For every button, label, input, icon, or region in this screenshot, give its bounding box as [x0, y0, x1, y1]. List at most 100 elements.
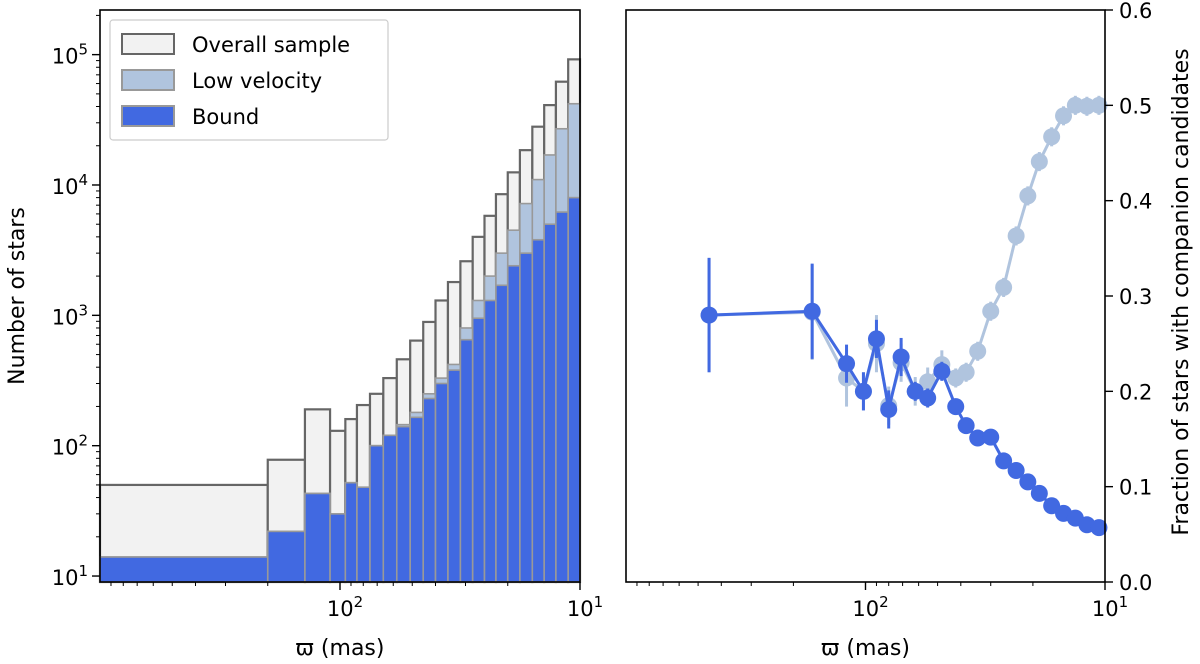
- fraction-point-low: [1055, 107, 1073, 125]
- fraction-point-low: [995, 278, 1013, 296]
- fraction-y-tick-label: 0.2: [1119, 380, 1152, 404]
- legend-swatch-low: [121, 69, 175, 91]
- histogram-legend: Overall sample Low velocity Bound: [109, 19, 389, 141]
- fraction-panel: 102 101 0.00.10.20.30.40.50.6 ϖ (mas) Fra…: [625, 0, 1194, 661]
- fraction-point-bound: [957, 417, 975, 435]
- fraction-series: [700, 95, 1108, 537]
- fraction-point-bound: [906, 382, 924, 400]
- histogram-y-axis-label: Number of stars: [5, 207, 30, 385]
- fraction-point-bound: [880, 400, 898, 418]
- histogram-y-tick-label-exponent: 3: [78, 301, 88, 319]
- fraction-y-tick-label: 0.4: [1119, 190, 1152, 214]
- fraction-point-bound: [838, 355, 856, 373]
- histogram-x-tick-label: 101: [567, 593, 603, 621]
- fraction-point-low: [1043, 128, 1061, 146]
- histogram-y-tick-label: 103: [52, 301, 88, 329]
- histogram-bar-bound: [531, 238, 545, 583]
- histogram-y-tick-label-exponent: 1: [78, 562, 88, 580]
- histogram-bar-bound: [447, 369, 462, 583]
- histogram-bar-bound: [506, 264, 521, 583]
- fraction-point-bound: [1030, 484, 1048, 502]
- histogram-y-tick-label: 101: [52, 562, 88, 590]
- fraction-x-tick-label-exponent: 1: [1119, 593, 1129, 611]
- histogram-y-tick-label: 104: [52, 171, 88, 199]
- histogram-bar-bound: [519, 252, 534, 583]
- fraction-point-low: [1019, 187, 1037, 205]
- histogram-x-ticks: 102 101: [110, 582, 603, 621]
- fraction-point-low: [919, 373, 937, 391]
- histogram-bar-bound: [344, 481, 358, 583]
- fraction-series-bound: [700, 257, 1108, 537]
- fraction-point-bound: [947, 398, 965, 416]
- legend-swatch-bound: [121, 105, 175, 127]
- fraction-point-bound: [1007, 461, 1025, 479]
- histogram-bar-bound: [409, 416, 425, 583]
- fraction-point-bound: [700, 306, 718, 324]
- fraction-point-bound: [1090, 519, 1108, 537]
- histogram-y-tick-label-base: 10: [52, 175, 79, 199]
- fraction-series-low: [700, 95, 1108, 425]
- histogram-bar-bound: [266, 530, 306, 583]
- histogram-bars: [98, 58, 582, 584]
- histogram-x-axis-label: ϖ (mas): [296, 636, 385, 661]
- histogram-bar-bound: [483, 299, 497, 583]
- histogram-bar-bound: [369, 444, 385, 583]
- fraction-point-low: [982, 302, 1000, 320]
- histogram-y-tick-label-exponent: 5: [78, 41, 88, 59]
- fraction-x-tick-label: 101: [1092, 593, 1128, 621]
- histogram-x-tick-label: 102: [327, 593, 363, 621]
- histogram-bar-bound: [567, 196, 581, 583]
- fraction-point-bound: [969, 429, 987, 447]
- histogram-y-tick-label-exponent: 4: [78, 171, 88, 189]
- histogram-bar-bound: [459, 338, 474, 583]
- histogram-bar-bound: [495, 284, 509, 583]
- fraction-point-low: [1007, 227, 1025, 245]
- histogram-x-tick-label-base: 10: [327, 597, 354, 621]
- histogram-series-bound: [99, 196, 581, 583]
- fraction-y-ticks: 0.0 0.1 0.2 0.3 0.4 0.5 0.6: [1105, 0, 1152, 595]
- histogram-x-tick-label-base: 10: [567, 597, 594, 621]
- fraction-x-tick-label-base: 10: [1092, 597, 1119, 621]
- fraction-point-low: [1030, 153, 1048, 171]
- fraction-point-low: [957, 363, 975, 381]
- legend-swatch-overall: [121, 33, 175, 55]
- histogram-y-tick-label: 105: [52, 41, 88, 69]
- fraction-y-axis-label: Fraction of stars with companion candida…: [1169, 48, 1194, 535]
- fraction-point-bound: [803, 302, 821, 320]
- fraction-x-tick-label-base: 10: [852, 597, 879, 621]
- fraction-y-tick-label: 0.0: [1119, 571, 1152, 595]
- fraction-point-bound: [982, 428, 1000, 446]
- fraction-y-tick-label: 0.1: [1119, 476, 1152, 500]
- histogram-bar-bound: [356, 486, 371, 583]
- histogram-bar-bound: [395, 425, 411, 583]
- histogram-bar-bound: [329, 513, 347, 583]
- fraction-point-bound: [1019, 473, 1037, 491]
- fraction-x-tick-label: 102: [852, 593, 888, 621]
- fraction-x-ticks: 102 101: [636, 582, 1128, 621]
- fraction-point-bound: [995, 452, 1013, 470]
- legend-box: [109, 19, 389, 141]
- fraction-y-tick-label: 0.3: [1119, 285, 1152, 309]
- histogram-y-tick-label: 102: [52, 432, 88, 460]
- histogram-bar-bound: [434, 382, 449, 583]
- fraction-point-low: [969, 342, 987, 360]
- histogram-bar-bound: [304, 492, 331, 583]
- legend-label-overall: Overall sample: [192, 33, 350, 57]
- fraction-point-bound: [854, 382, 872, 400]
- histogram-y-tick-label-base: 10: [52, 436, 79, 460]
- histogram-bar-bound: [99, 556, 269, 583]
- fraction-point-bound: [867, 330, 885, 348]
- histogram-y-tick-label-base: 10: [52, 305, 79, 329]
- legend-label-low: Low velocity: [192, 69, 322, 93]
- histogram-bar-bound: [543, 223, 557, 583]
- fraction-point-low: [1090, 96, 1108, 114]
- fraction-point-bound: [892, 348, 910, 366]
- histogram-y-tick-label-base: 10: [52, 566, 79, 590]
- histogram-bar-bound: [382, 434, 398, 583]
- histogram-bar-bound: [471, 317, 486, 583]
- histogram-y-tick-label-exponent: 2: [78, 432, 88, 450]
- histogram-x-tick-label-exponent: 1: [594, 593, 604, 611]
